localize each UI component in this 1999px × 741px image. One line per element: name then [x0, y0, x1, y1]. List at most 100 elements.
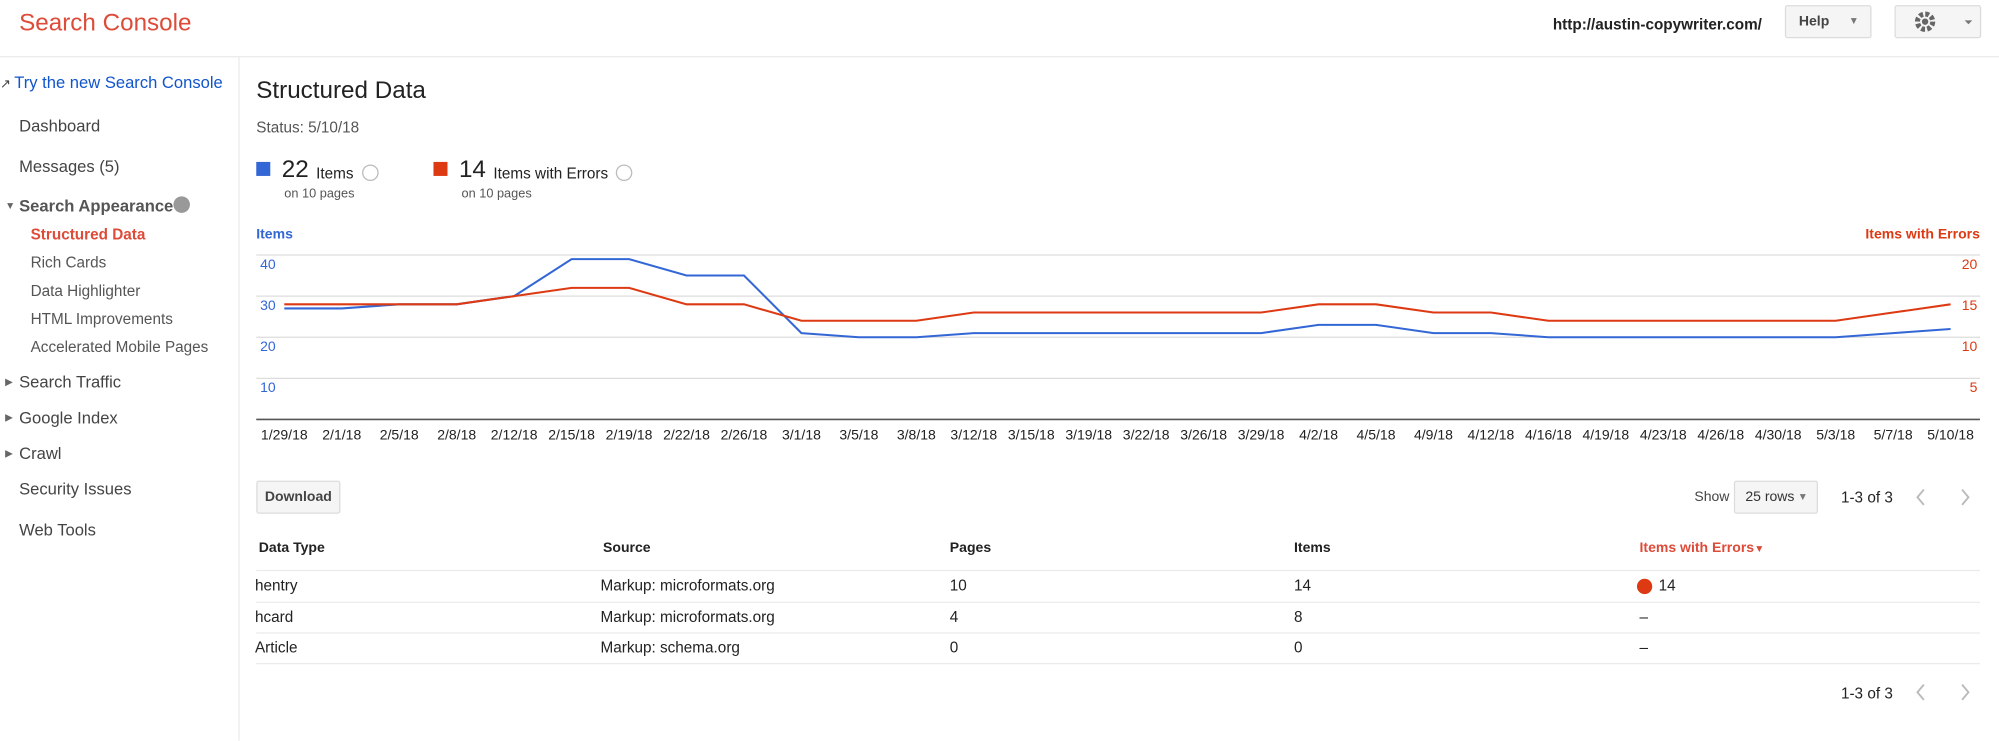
show-label: Show [1694, 489, 1730, 505]
row-divider [256, 632, 1980, 634]
table-cell: hcard [254, 607, 294, 626]
nav-item[interactable]: Dashboard [19, 116, 101, 136]
nav-item[interactable]: HTML Improvements [30, 309, 173, 328]
nav-item[interactable]: Search Appearance [19, 196, 174, 216]
table-cell: Article [254, 638, 298, 657]
site-selector[interactable]: http://austin-copywriter.com/ [1552, 15, 1762, 34]
y2-tick-label: 15 [1962, 297, 1978, 313]
status: Status: 5/10/18 [256, 118, 360, 137]
row-divider [256, 569, 1980, 572]
row-divider [256, 601, 1980, 604]
table-cell: – [1639, 638, 1649, 657]
table-cell: 8 [1294, 607, 1303, 626]
nav-item[interactable]: Security Issues [19, 479, 132, 499]
y-tick-label: 30 [260, 297, 276, 313]
x-tick-label: 4/2/18 [1299, 427, 1338, 443]
x-tick-label: 4/12/18 [1468, 427, 1515, 443]
x-tick-label: 5/7/18 [1874, 427, 1913, 443]
x-tick-label: 2/19/18 [606, 427, 653, 443]
x-tick-label: 5/10/18 [1927, 427, 1974, 443]
nav-caret: ▶ [5, 376, 13, 388]
table-cell: 0 [1294, 638, 1303, 657]
help-icon [615, 164, 633, 182]
nav-caret: ▶ [5, 447, 13, 459]
y2-tick-label: 10 [1962, 338, 1978, 354]
summary-label: Items with Errors [493, 164, 609, 183]
column-header[interactable]: Data Type [258, 540, 325, 556]
new-console-link[interactable]: ↗ Try the new Search Console [0, 72, 223, 92]
table-cell: Markup: microformats.org [600, 576, 775, 595]
table-cell: 10 [949, 576, 967, 595]
y-tick-label: 10 [260, 379, 276, 395]
x-tick-label: 4/30/18 [1755, 427, 1802, 443]
summary-pages: on 10 pages [284, 187, 355, 202]
x-tick-label: 4/16/18 [1525, 427, 1572, 443]
column-header[interactable]: Source [603, 540, 651, 556]
x-tick-label: 3/1/18 [782, 427, 821, 443]
x-tick-label: 3/19/18 [1065, 427, 1112, 443]
row-divider [256, 662, 1980, 665]
help-button[interactable]: Help ▼ [1784, 5, 1872, 39]
nav-item[interactable]: Web Tools [19, 520, 96, 540]
y-tick-label: 40 [260, 256, 276, 272]
table-cell: 14 [1294, 576, 1312, 595]
sidebar-divider [238, 57, 240, 741]
x-tick-label: 4/5/18 [1357, 427, 1396, 443]
table-cell: Markup: schema.org [600, 638, 740, 657]
table-cell: 14 [1658, 576, 1676, 595]
nav-item[interactable]: Structured Data [30, 225, 146, 244]
table-cell: – [1639, 607, 1649, 626]
column-header[interactable]: Items [1294, 540, 1331, 556]
x-tick-label: 1/29/18 [261, 427, 308, 443]
series-line [284, 258, 1951, 339]
summary-pages: on 10 pages [461, 187, 532, 202]
gear-icon [1914, 11, 1973, 32]
nav-item[interactable]: Rich Cards [30, 253, 107, 272]
summary-label: Items [316, 164, 354, 183]
nav-item[interactable]: Crawl [19, 443, 62, 463]
info-icon [173, 196, 190, 213]
sort-arrow: ▼ [1754, 543, 1765, 555]
help-label: Help [1798, 14, 1830, 30]
x-tick-label: 3/22/18 [1123, 427, 1170, 443]
x-tick-label: 5/3/18 [1816, 427, 1855, 443]
x-tick-label: 3/26/18 [1180, 427, 1227, 443]
pager-prev-next[interactable] [1916, 684, 1970, 701]
x-tick-label: 2/22/18 [663, 427, 710, 443]
settings-button[interactable] [1894, 5, 1982, 39]
x-tick-label: 3/15/18 [1008, 427, 1055, 443]
y-tick-label: 20 [260, 338, 276, 354]
series-line [284, 286, 1951, 322]
x-tick-label: 2/8/18 [437, 427, 476, 443]
x-tick-label: 4/26/18 [1697, 427, 1744, 443]
table-cell: 4 [949, 607, 959, 626]
table-cell: hentry [254, 576, 298, 595]
x-tick-label: 2/5/18 [380, 427, 419, 443]
nav-item[interactable]: Accelerated Mobile Pages [30, 337, 209, 356]
x-tick-label: 3/8/18 [897, 427, 936, 443]
x-tick-label: 4/9/18 [1414, 427, 1453, 443]
nav-item[interactable]: Messages (5) [19, 156, 120, 176]
x-tick-label: 3/12/18 [950, 427, 997, 443]
nav-item[interactable]: Google Index [19, 407, 118, 428]
pager-prev-next[interactable] [1916, 488, 1970, 506]
nav-item[interactable]: Search Traffic [19, 372, 122, 392]
nav-item[interactable]: Data Highlighter [30, 281, 141, 300]
x-tick-label: 4/19/18 [1582, 427, 1629, 443]
nav-caret: ▼ [5, 200, 16, 212]
product-name[interactable]: Search Console [19, 10, 192, 37]
x-tick-label: 2/1/18 [322, 427, 361, 443]
pagination-top: 1-3 of 3 [1840, 488, 1893, 507]
column-header[interactable]: Items with Errors [1639, 540, 1755, 556]
column-header[interactable]: Pages [949, 540, 992, 556]
download-button[interactable]: Download [256, 480, 341, 514]
x-tick-label: 2/26/18 [721, 427, 768, 443]
header-divider [0, 56, 1999, 58]
legend-swatch [256, 161, 271, 176]
pagination-bottom: 1-3 of 3 [1840, 684, 1893, 703]
x-tick-label: 2/12/18 [491, 427, 538, 443]
rows-select[interactable]: 25 rows ▼ [1733, 480, 1819, 514]
pager-arrows [1916, 488, 1970, 701]
